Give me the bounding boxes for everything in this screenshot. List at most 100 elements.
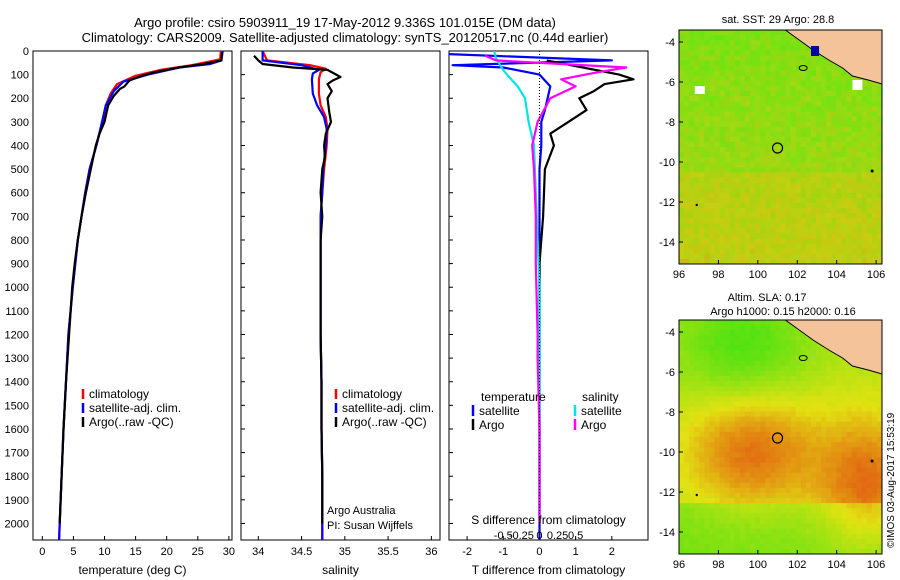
sst-deep-cell [811,46,820,56]
map-title-line-1: Altim. SLA: 0.17 [728,292,807,304]
map-x-tick-label: 98 [712,269,724,281]
x-tick-label: 20 [161,546,173,558]
depth-tick-label: 100 [11,70,29,82]
map-x-tick-label: 98 [712,559,724,571]
x-tick-label: 34 [252,546,264,558]
depth-tick-label: 200 [11,93,29,105]
x2-tick-label: -0.25 [509,530,534,542]
island-cocos [695,203,698,207]
map-y-tick-label: -8 [665,117,675,129]
x-tick-label: 34.5 [291,546,312,558]
depth-tick-label: 1600 [5,424,29,436]
series-line-4 [484,54,628,524]
map-frame [678,29,883,265]
legend-label: satellite [581,404,622,418]
x-tick-label: 2 [609,546,615,558]
x2-tick-label: -0.5 [494,530,513,542]
map-y-tick-label: -12 [659,487,675,499]
legend-label: satellite-adj. clim. [342,401,434,415]
map-x-tick-label: 104 [827,269,845,281]
plot-frame [240,50,441,541]
map-panel-2: 96 98 100 102 104 106 -4 -6 -8 -10 -12 -14 Altim. SL… [659,292,885,571]
map-y-tick-label: -10 [659,157,675,169]
plot-frame [448,50,649,541]
x-tick-label: 25 [192,546,204,558]
legend-label: Argo(..raw -QC) [342,415,427,429]
depth-tick-label: 2000 [5,518,29,530]
sst-missing-cell [852,80,863,90]
x2-axis-label: S difference from climatology [471,513,626,527]
legend-title-salinity: salinity [582,390,619,404]
map-y-tick-label: -6 [665,77,675,89]
depth-tick-label: 0 [23,46,29,58]
map-x-tick-label: 102 [788,559,806,571]
legend-label: satellite [479,404,520,418]
plot-frame [32,50,233,541]
map-panel-1: 96 98 100 102 104 106 -4 -6 -8 -10 -12 -14 sat. SST:… [659,14,885,281]
x-tick-label: 1 [573,546,579,558]
x2-tick-label: 0.5 [568,530,583,542]
x-tick-label: 15 [129,546,141,558]
map-x-tick-label: 96 [673,559,685,571]
legend-title-temperature: temperature [481,390,546,404]
map-title: sat. SST: 29 Argo: 28.8 [722,14,835,26]
depth-tick-label: 1500 [5,400,29,412]
island-enggano [798,355,808,361]
island-cocos [695,493,698,497]
island-enggano [798,65,808,71]
map-y-tick-label: -12 [659,197,675,209]
x2-tick-label: 0.25 [547,530,568,542]
map-x-tick-label: 100 [749,559,767,571]
x2-tick-label: 0 [536,530,542,542]
map-y-tick-label: -6 [665,367,675,379]
series-line-3 [253,54,342,524]
map-frame [678,319,883,555]
legend-label: Argo(..raw -QC) [89,415,174,429]
argo-location-marker [771,432,784,444]
series-line-3 [493,51,541,524]
map-x-tick-label: 106 [867,269,885,281]
depth-tick-label: 1400 [5,377,29,389]
map-title-line-2: Argo h1000: 0.15 h2000: 0.16 [710,306,856,318]
map-y-tick-label: -14 [659,527,675,539]
island-christmas [870,169,874,173]
depth-tick-label: 1100 [5,306,29,318]
x-axis-label: temperature (deg C) [78,563,186,577]
depth-tick-label: 1300 [5,353,29,365]
map-x-tick-label: 104 [827,559,845,571]
x-tick-label: 35.5 [377,546,398,558]
map-x-tick-label: 100 [749,269,767,281]
profile-panel-1: 0 5 10 15 20 25 30 temperature (deg C) climatolo… [32,50,235,577]
map-x-tick-label: 96 [673,269,685,281]
map-y-tick-label: -4 [665,327,675,339]
map-heatmap-cells [679,30,883,265]
x-tick-label: 5 [70,546,76,558]
pi-annotation: PI: Susan Wijffels [327,520,413,532]
x-axis-label: salinity [322,563,359,577]
depth-tick-label: 900 [11,259,29,271]
depth-tick-label: 1800 [5,471,29,483]
legend-label: satellite-adj. clim. [89,401,181,415]
map-heatmap-cells [679,320,883,555]
x-tick-label: 35 [339,546,351,558]
map-y-tick-label: -4 [665,37,675,49]
profile-panel-2: 34 34.5 35 35.5 36 salinity climatologysatelli… [240,50,441,577]
depth-tick-label: 500 [11,164,29,176]
x-tick-label: -2 [462,546,472,558]
depth-tick-label: 800 [11,235,29,247]
depth-tick-label: 300 [11,117,29,129]
map-y-tick-label: -10 [659,447,675,459]
x-tick-label: 10 [98,546,110,558]
x-tick-label: 36 [425,546,437,558]
map-y-tick-label: -8 [665,407,675,419]
legend-label: climatology [89,387,149,401]
owner-annotation: Argo Australia [327,505,396,517]
map-x-tick-label: 106 [867,559,885,571]
x-tick-label: 0 [39,546,45,558]
depth-tick-label: 1200 [5,329,29,341]
island-christmas [870,459,874,463]
series-line-3 [58,52,224,524]
argo-location-marker [771,142,784,154]
depth-tick-label: 600 [11,188,29,200]
